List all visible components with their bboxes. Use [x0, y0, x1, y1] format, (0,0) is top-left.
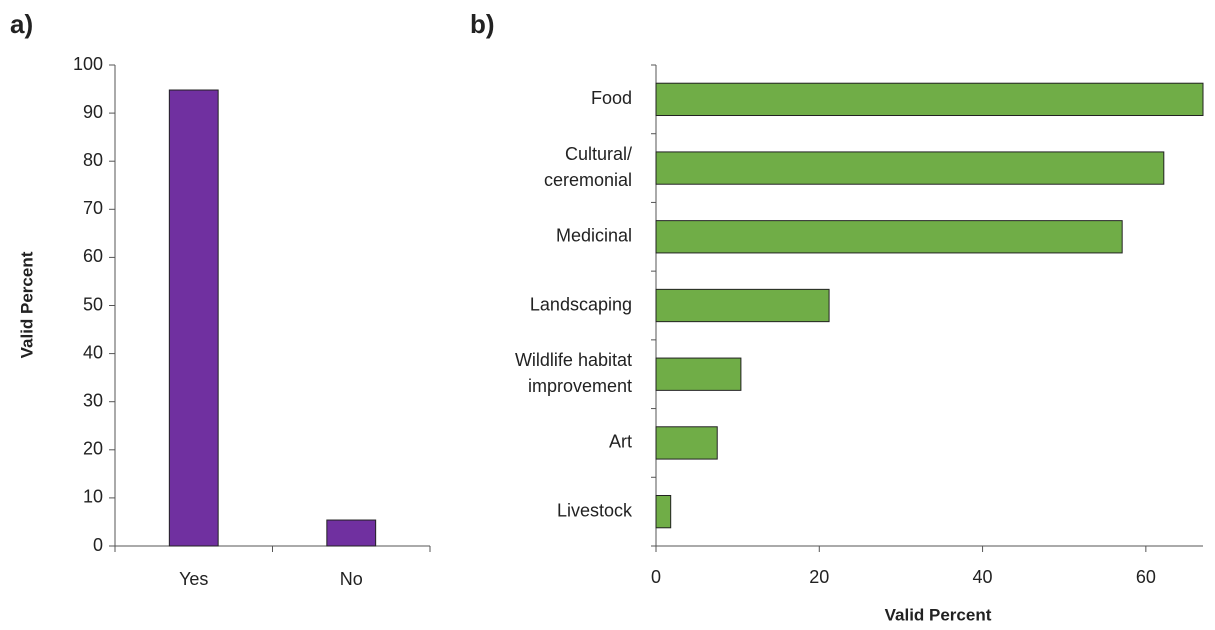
bar	[655, 288, 830, 323]
y-tick-label: Medicinal	[556, 226, 632, 246]
bar	[168, 89, 219, 547]
y-tick-label: 40	[83, 342, 103, 362]
y-tick-label: 60	[83, 246, 103, 266]
y-tick-label: 10	[83, 487, 103, 507]
x-tick-label: 40	[973, 567, 993, 587]
y-tick-label: Cultural/ceremonial	[544, 144, 632, 190]
y-tick-label: 30	[83, 390, 103, 410]
bar	[655, 151, 1165, 185]
bar	[655, 220, 1123, 254]
y-tick-label: Food	[591, 88, 632, 108]
y-tick-label: Wildlife habitat improvement	[515, 350, 632, 396]
x-tick-label: 0	[651, 567, 661, 587]
y-tick-label: 80	[83, 150, 103, 170]
x-tick-label: 20	[809, 567, 829, 587]
x-tick-label: 60	[1136, 567, 1156, 587]
y-axis-label: Valid Percent	[17, 251, 36, 358]
y-tick-label: Livestock	[557, 500, 633, 520]
x-axis-label: Valid Percent	[885, 605, 992, 624]
y-tick-label: 50	[83, 294, 103, 314]
x-tick-label: No	[340, 569, 363, 589]
bar	[655, 357, 742, 391]
bar	[326, 519, 377, 547]
y-tick-label: 20	[83, 439, 103, 459]
x-tick-label: Yes	[179, 569, 208, 589]
y-tick-label: 0	[93, 535, 103, 555]
panel-label: a)	[10, 9, 33, 39]
y-tick-label: 70	[83, 198, 103, 218]
y-tick-label: 90	[83, 102, 103, 122]
y-tick-label: 100	[73, 54, 103, 74]
y-tick-label: Landscaping	[530, 294, 632, 314]
bar	[655, 82, 1204, 117]
bar	[655, 426, 718, 460]
panel-label: b)	[470, 9, 495, 39]
bar	[655, 494, 672, 529]
y-tick-label: Art	[609, 432, 632, 452]
